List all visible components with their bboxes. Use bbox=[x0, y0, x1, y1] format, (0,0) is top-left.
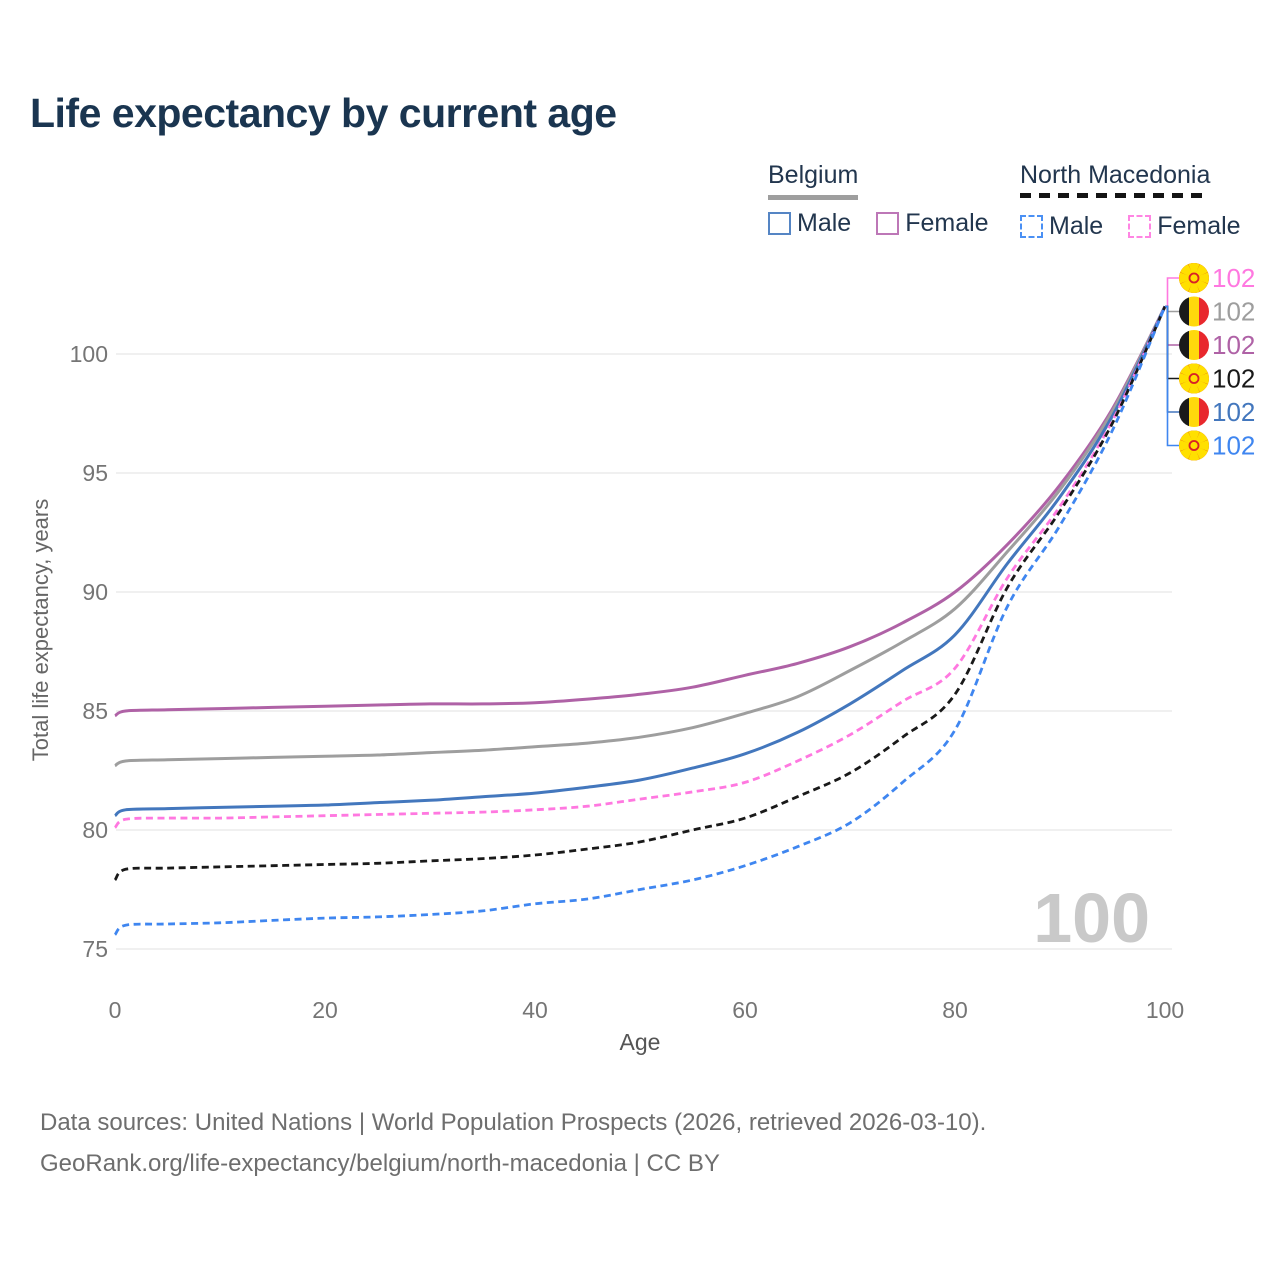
legend-item-belgium-male[interactable]: Male bbox=[768, 209, 851, 238]
line-north-macedonia-female bbox=[113, 305, 1167, 829]
legend-item-label: Female bbox=[1157, 212, 1241, 240]
legend-swatch-icon bbox=[1128, 215, 1152, 238]
y-tick-label: 80 bbox=[82, 817, 108, 843]
belgium-flag-icon bbox=[1179, 330, 1209, 360]
legend-group-belgium: Belgium Male Female bbox=[768, 161, 989, 238]
legend-item-north-macedonia-male[interactable]: Male bbox=[1020, 212, 1103, 241]
legend-group-title: Belgium bbox=[768, 161, 859, 200]
line-belgium-female bbox=[114, 305, 1167, 718]
end-value-label: 102 bbox=[1212, 263, 1255, 293]
end-label-leader-line bbox=[1165, 305, 1180, 447]
watermark: 100 bbox=[1033, 879, 1150, 957]
line-belgium-male bbox=[114, 305, 1167, 818]
end-value-label: 102 bbox=[1212, 364, 1255, 394]
belgium-flag-icon bbox=[1179, 296, 1209, 327]
belgium-flag-icon bbox=[1179, 397, 1209, 427]
north-macedonia-flag-icon bbox=[1179, 263, 1209, 293]
x-axis-title: Age bbox=[620, 1029, 661, 1055]
y-axis-title: Total life expectancy, years bbox=[28, 499, 53, 762]
footer-attribution: GeoRank.org/life-expectancy/belgium/nort… bbox=[40, 1150, 720, 1177]
x-tick-label: 20 bbox=[312, 997, 338, 1023]
x-tick-label: 60 bbox=[732, 997, 758, 1023]
north-macedonia-flag-icon bbox=[1179, 363, 1209, 394]
legend-group-north-macedonia: North Macedonia Male Female bbox=[1020, 161, 1241, 241]
line-belgium-both-sexes bbox=[114, 305, 1167, 768]
legend-item-north-macedonia-female[interactable]: Female bbox=[1128, 212, 1241, 241]
end-value-label: 102 bbox=[1212, 330, 1255, 360]
footer: Data sources: United Nations | World Pop… bbox=[40, 1102, 986, 1184]
footer-data-sources: Data sources: United Nations | World Pop… bbox=[40, 1109, 987, 1136]
legend-item-label: Male bbox=[1049, 212, 1104, 240]
dashed-underline bbox=[1020, 193, 1211, 198]
legend-swatch-icon bbox=[1020, 215, 1043, 238]
legend-item-label: Female bbox=[905, 209, 989, 237]
page-title: Life expectancy by current age bbox=[30, 90, 617, 136]
end-value-label: 102 bbox=[1212, 297, 1255, 327]
x-tick-label: 40 bbox=[522, 997, 548, 1023]
x-tick-label: 80 bbox=[942, 997, 968, 1023]
x-tick-label: 100 bbox=[1146, 997, 1184, 1023]
legend-swatch-icon bbox=[876, 212, 900, 235]
y-tick-label: 90 bbox=[82, 579, 108, 605]
end-value-label: 102 bbox=[1212, 397, 1255, 427]
y-tick-label: 95 bbox=[82, 460, 108, 486]
legend-group-title: North Macedonia bbox=[1020, 161, 1211, 203]
end-label-leader-line bbox=[1165, 277, 1180, 308]
y-tick-label: 85 bbox=[82, 698, 108, 724]
y-tick-label: 75 bbox=[82, 936, 108, 962]
north-macedonia-flag-icon bbox=[1179, 430, 1209, 461]
end-value-label: 102 bbox=[1212, 431, 1255, 461]
y-tick-label: 100 bbox=[70, 341, 108, 367]
legend-swatch-icon bbox=[768, 212, 791, 235]
line-north-macedonia-both-sexes bbox=[113, 305, 1167, 881]
x-tick-label: 0 bbox=[109, 997, 122, 1023]
legend-item-label: Male bbox=[797, 209, 852, 237]
line-north-macedonia-male bbox=[113, 305, 1167, 936]
legend-item-belgium-female[interactable]: Female bbox=[876, 209, 989, 238]
legend: Belgium Male Female North Macedonia Male Fema… bbox=[0, 0, 1280, 250]
